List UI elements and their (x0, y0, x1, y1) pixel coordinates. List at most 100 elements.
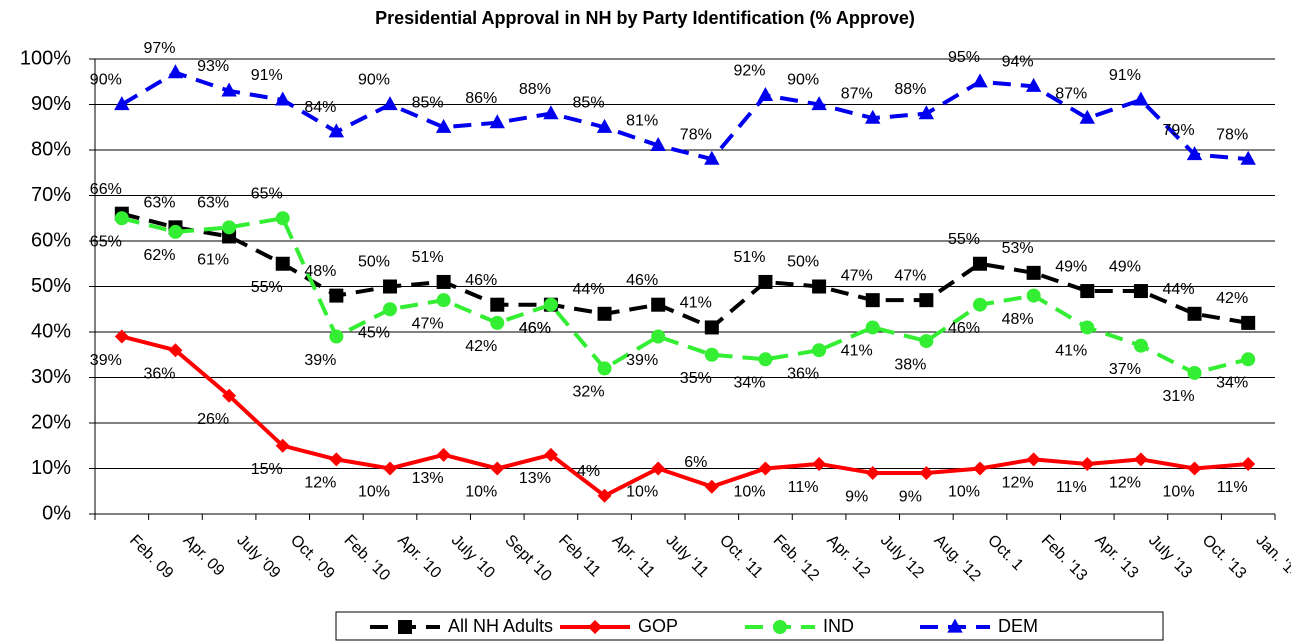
marker (543, 105, 559, 120)
data-label: 48% (304, 263, 336, 280)
marker (1026, 265, 1041, 280)
data-label: 90% (787, 72, 819, 89)
data-label: 6% (684, 454, 707, 471)
data-label: 39% (304, 352, 336, 369)
marker (1187, 306, 1202, 321)
marker (543, 297, 558, 312)
marker (329, 452, 344, 467)
x-tick-label: Oct. '13 (1199, 532, 1250, 583)
data-label: 10% (626, 484, 658, 501)
marker (490, 315, 505, 330)
marker (596, 118, 613, 133)
data-label: 39% (626, 352, 658, 369)
marker (650, 137, 666, 152)
data-label: 10% (733, 484, 765, 501)
marker (918, 105, 935, 120)
marker (1025, 77, 1042, 92)
x-tick-label: Apr. 09 (180, 532, 228, 580)
data-label: 97% (143, 40, 175, 57)
data-label: 31% (1163, 388, 1195, 405)
legend-label: DEM (998, 616, 1038, 636)
x-tick-label: Aug. '12 (931, 532, 984, 585)
data-label: 45% (358, 324, 390, 341)
data-label: 13% (519, 470, 551, 487)
data-label: 9% (899, 488, 922, 505)
legend-label: All NH Adults (448, 616, 553, 636)
marker (114, 96, 130, 111)
data-label: 41% (680, 295, 712, 312)
marker (382, 96, 398, 111)
data-label: 65% (90, 233, 122, 250)
marker (1026, 288, 1041, 303)
marker (865, 293, 880, 308)
marker (1241, 315, 1256, 330)
data-label: 9% (845, 488, 868, 505)
data-label: 42% (1216, 290, 1248, 307)
data-label: 87% (1055, 85, 1087, 102)
marker (329, 288, 344, 303)
marker (1080, 320, 1095, 335)
data-label: 51% (412, 249, 444, 266)
data-label: 50% (787, 254, 819, 271)
data-label: 62% (143, 247, 175, 264)
marker (114, 329, 129, 344)
marker (651, 297, 666, 312)
data-label: 47% (894, 267, 926, 284)
data-label: 10% (358, 484, 390, 501)
marker (221, 82, 237, 97)
data-label: 11% (1217, 479, 1248, 496)
data-label: 95% (948, 49, 980, 66)
marker (704, 479, 719, 494)
data-label: 61% (197, 252, 229, 269)
marker (758, 274, 773, 289)
y-tick-label: 30% (31, 366, 71, 388)
marker (275, 91, 291, 106)
data-label: 48% (1002, 311, 1034, 328)
marker (489, 114, 505, 129)
marker (436, 447, 451, 462)
marker (1080, 456, 1095, 471)
marker (812, 343, 827, 358)
marker (973, 297, 987, 312)
marker (490, 297, 505, 312)
y-tick-label: 0% (42, 502, 71, 524)
data-label: 37% (1109, 361, 1141, 378)
data-label: 91% (1109, 67, 1141, 84)
data-label: 86% (465, 90, 497, 107)
x-tick-label: Jan. '14 (1252, 532, 1291, 583)
data-label: 55% (948, 231, 980, 248)
data-label: 12% (304, 475, 336, 492)
data-label: 15% (251, 461, 283, 478)
marker (865, 320, 880, 335)
data-label: 53% (1002, 240, 1034, 257)
data-label: 10% (948, 484, 980, 501)
marker (865, 466, 880, 481)
data-label: 84% (304, 99, 336, 116)
legend-marker (773, 620, 787, 634)
data-label: 4% (577, 463, 600, 480)
data-label: 38% (894, 356, 926, 373)
data-label: 81% (626, 113, 658, 130)
marker (383, 302, 397, 317)
marker (1133, 452, 1148, 467)
data-label: 47% (412, 315, 444, 332)
marker (651, 329, 666, 344)
data-label: 46% (519, 320, 551, 337)
marker (757, 87, 774, 101)
data-label: 46% (519, 320, 551, 337)
chart-title: Presidential Approval in NH by Party Ide… (375, 8, 915, 28)
marker (704, 150, 720, 165)
y-tick-label: 40% (31, 320, 71, 342)
marker (543, 447, 558, 462)
marker (436, 293, 451, 308)
legend-marker (588, 620, 602, 634)
marker (919, 466, 934, 481)
marker (812, 456, 827, 471)
data-label: 78% (1216, 126, 1248, 143)
series-line (120, 70, 1249, 162)
data-label: 79% (1163, 122, 1195, 139)
marker (168, 343, 183, 358)
x-tick-label: Apr. '13 (1091, 532, 1141, 582)
series-line (121, 334, 1249, 499)
data-label: 44% (573, 281, 605, 298)
